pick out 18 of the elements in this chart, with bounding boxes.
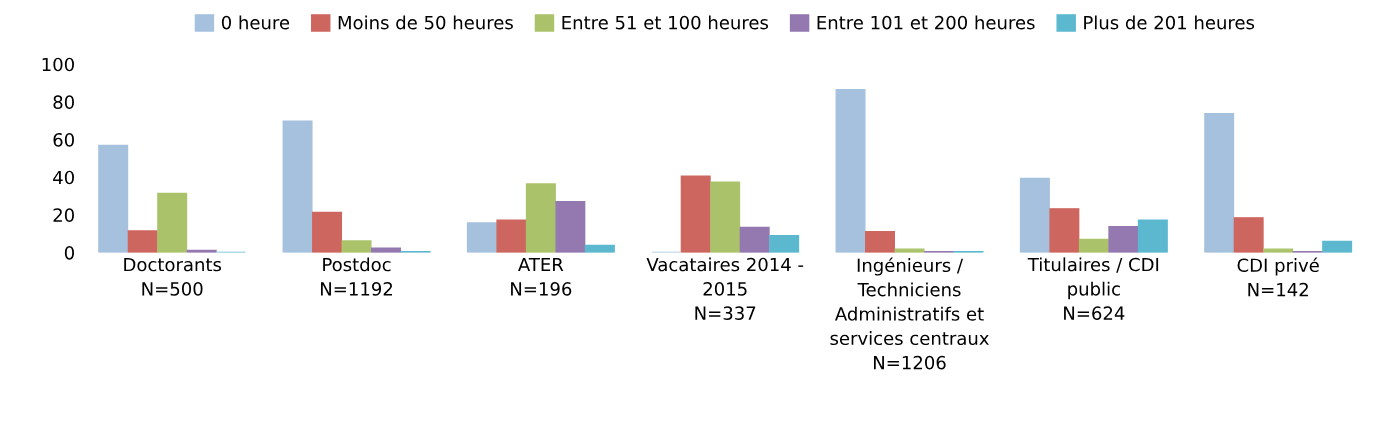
x-tick-label: Vacataires 2014 - 2015 N=337 <box>646 257 804 321</box>
y-tick-label: 100 <box>42 57 74 72</box>
legend-label: Entre 101 et 200 heures <box>817 15 1035 30</box>
x-tick-label: ATER N=196 <box>511 257 572 296</box>
x-tick-label: Titulaires / CDI public N=624 <box>1027 257 1159 321</box>
x-tick-label: CDI privé N=142 <box>1237 257 1319 297</box>
y-tick-label: 40 <box>53 170 74 185</box>
y-tick-label: 80 <box>53 95 74 109</box>
legend-label: Plus de 201 heures <box>1084 15 1255 30</box>
y-tick-label: 60 <box>53 132 74 147</box>
x-tick-label: Doctorants N=500 <box>124 257 222 296</box>
x-tick-label: Ingénieurs / Techniciens Administratifs et services centraux N=1206 <box>830 257 989 370</box>
legend-label: Moins de 50 heures <box>338 15 513 30</box>
y-tick-label: 0 <box>64 245 74 260</box>
y-tick-label: 20 <box>53 208 74 222</box>
x-tick-label: Postdoc N=1192 <box>321 257 393 296</box>
legend-label: Entre 51 et 100 heures <box>562 15 769 30</box>
legend-label: 0 heure <box>221 15 290 30</box>
